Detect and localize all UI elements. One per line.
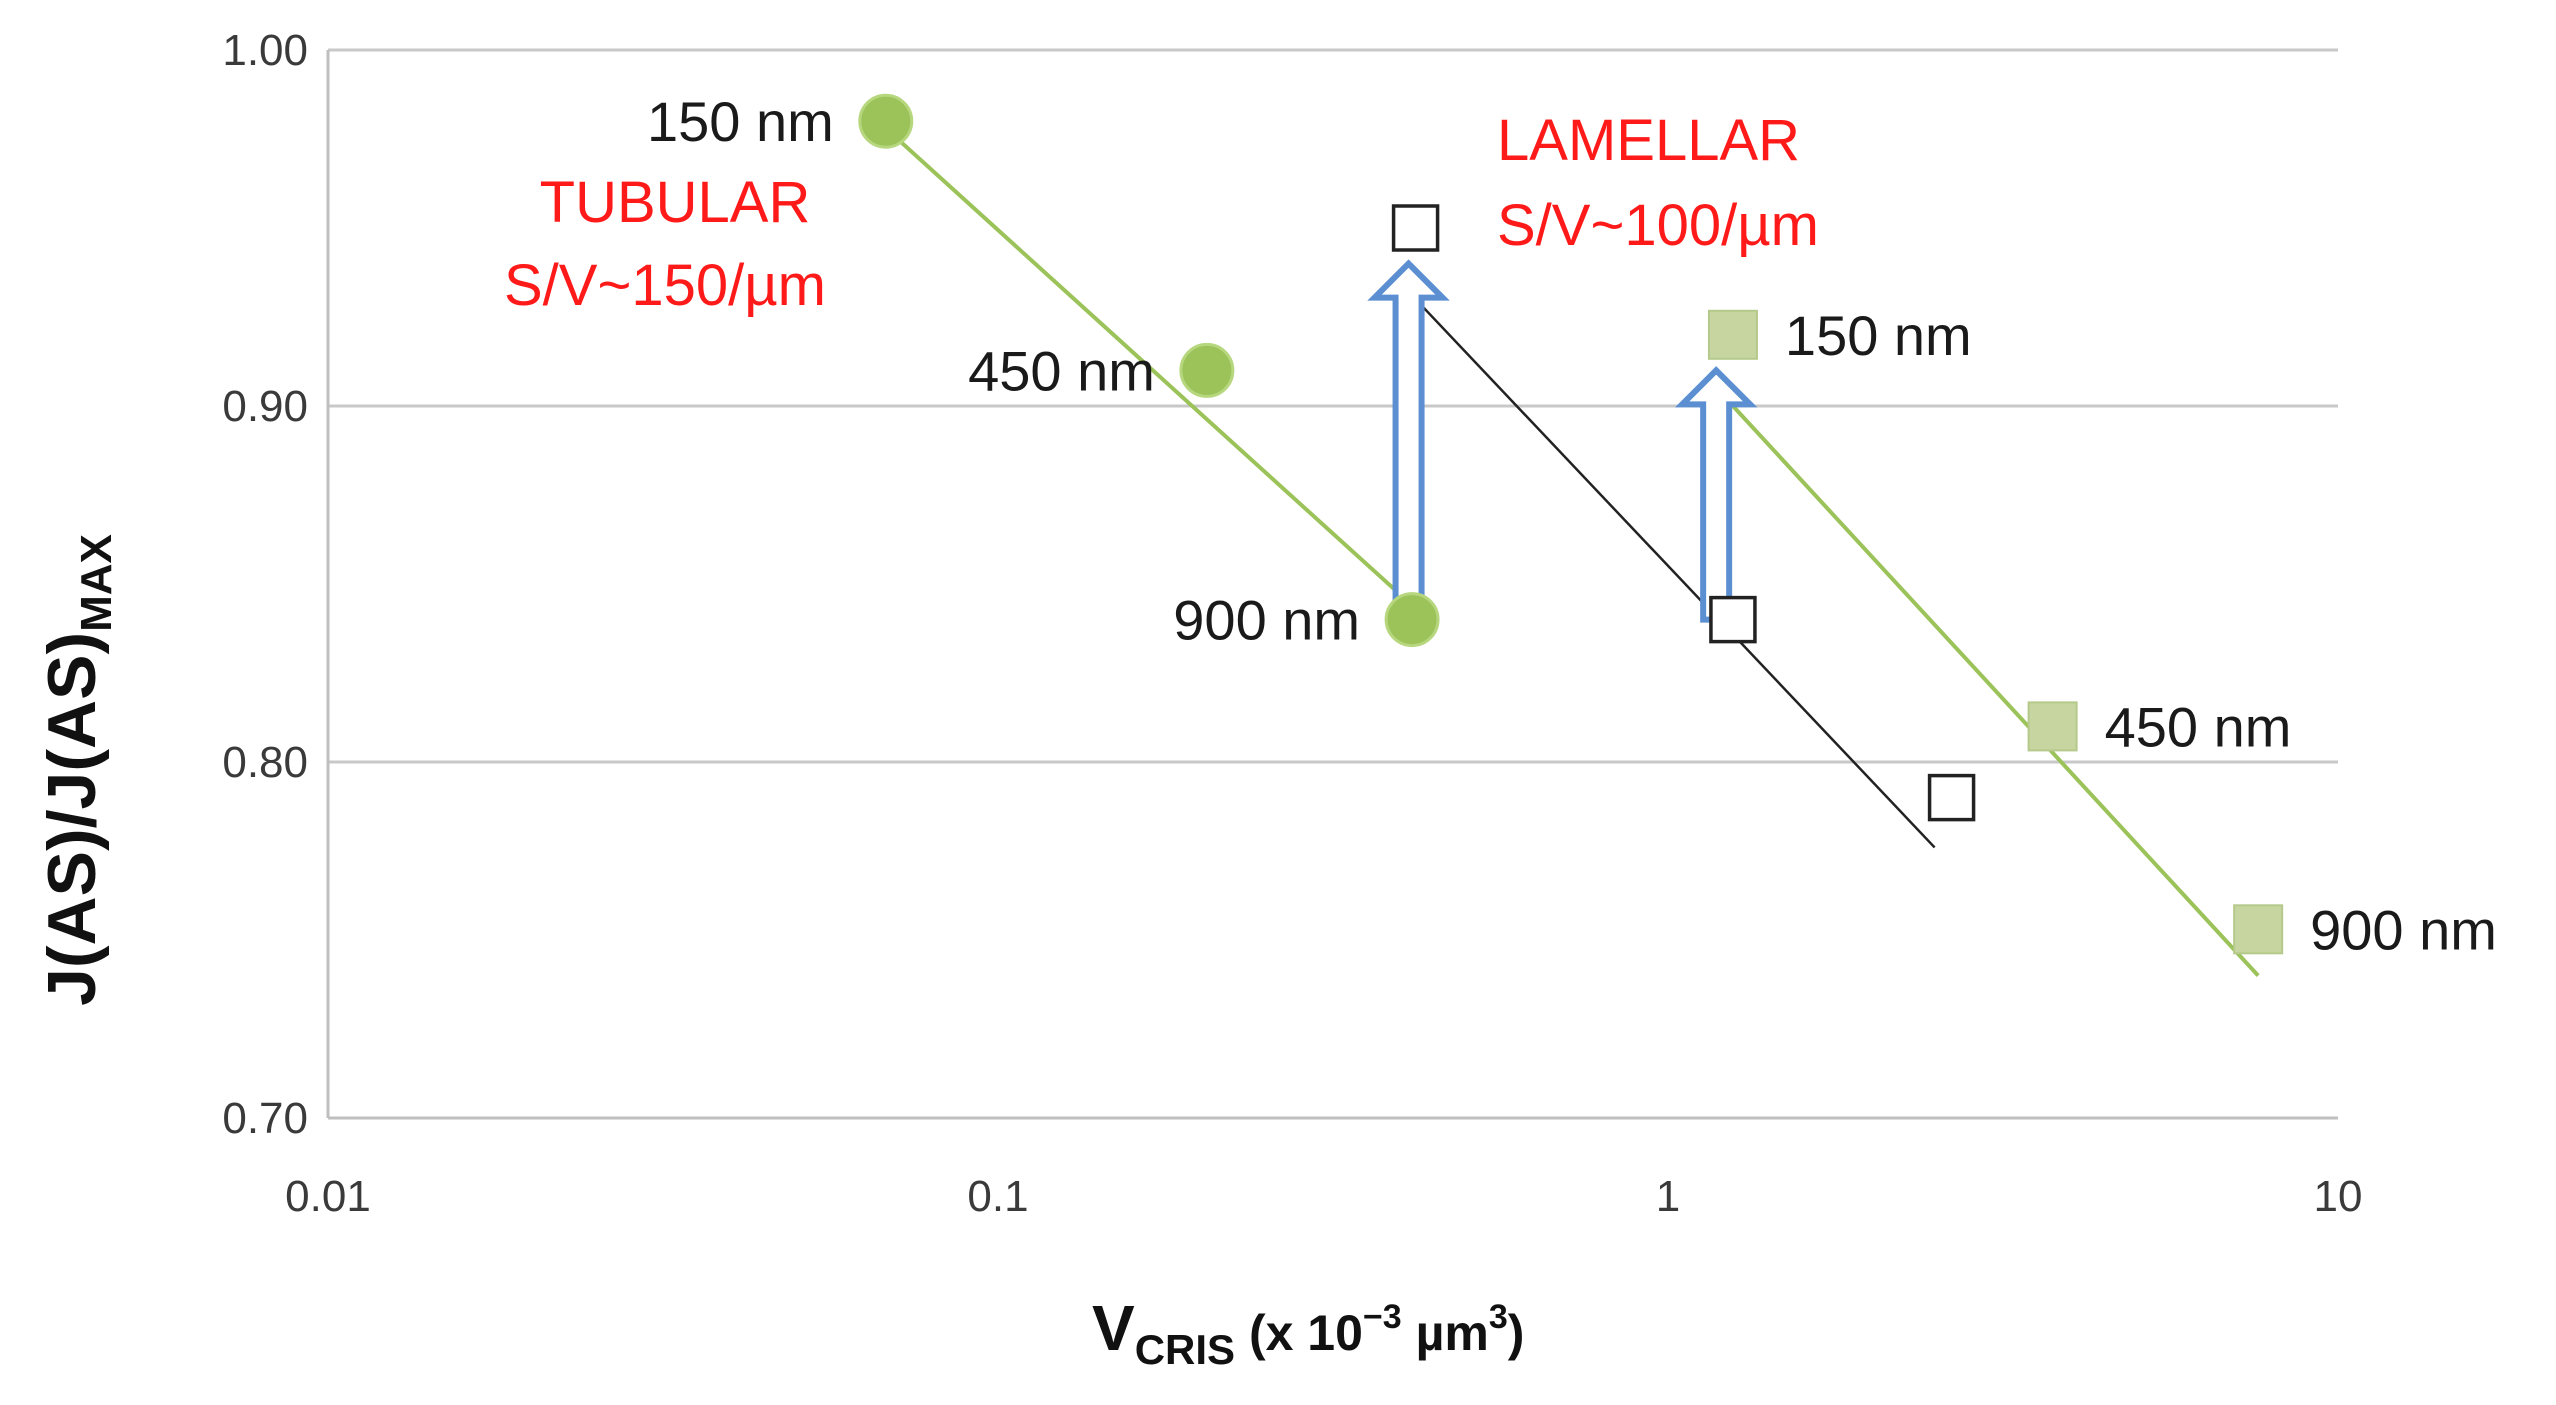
x-tick-label-2: 1 [1656,1172,1680,1221]
annotation-lamellar-line2: S/V~100/µm [1497,193,1819,258]
point-label-lamellar-1: 450 nm [2105,695,2292,758]
y-tick-label-2: 0.90 [222,382,308,431]
arrows [1367,259,1758,623]
up-arrow-1 [1674,366,1758,623]
point-tubular-2 [1384,592,1440,648]
point-label-tubular-1: 450 nm [968,339,1155,402]
y-tick-label-1: 0.80 [222,738,308,787]
point-open-squares-2 [1927,773,1976,822]
point-label-tubular-0: 150 nm [647,90,834,153]
point-tubular-0 [858,93,914,149]
y-tick-label-0: 0.70 [222,1094,308,1143]
point-label-lamellar-0: 150 nm [1785,304,1972,367]
y-axis-title: J(AS)/J(AS)MAX [34,534,121,1006]
x-tick-label-3: 10 [2314,1172,2363,1221]
data-points [858,93,2284,955]
fit-lines [884,126,2260,977]
point-lamellar-1 [2027,701,2078,752]
fit-line-tubular [884,126,1414,607]
annotation-tubular-line1: TUBULAR [540,170,811,235]
point-tubular-1 [1179,342,1235,398]
up-arrow-0 [1367,259,1450,623]
point-labels: 150 nm 450 nm 900 nm 150 nm 450 nm 900 nm [647,90,2497,961]
x-axis-title: VCRIS (x 10−3 µm3) [1092,1292,1524,1373]
x-tick-label-1: 0.1 [967,1172,1028,1221]
annotation-lamellar-line1: LAMELLAR [1497,108,1800,173]
y-tick-label-3: 1.00 [222,26,308,75]
fit-line-lamellar [1731,404,2260,977]
point-lamellar-0 [1707,309,1758,360]
x-tick-label-0: 0.01 [285,1172,371,1221]
point-label-tubular-2: 900 nm [1173,589,1360,652]
point-open-squares-1 [1709,595,1757,644]
point-lamellar-2 [2233,904,2284,955]
axes: 0.70 0.80 0.90 1.00 0.01 0.1 1 10 [222,26,2362,1221]
annotation-tubular-line2: S/V~150/µm [504,253,826,318]
point-open-squares-0 [1391,204,1440,252]
point-label-lamellar-2: 900 nm [2310,898,2497,961]
fit-line-open-squares [1414,298,1936,849]
